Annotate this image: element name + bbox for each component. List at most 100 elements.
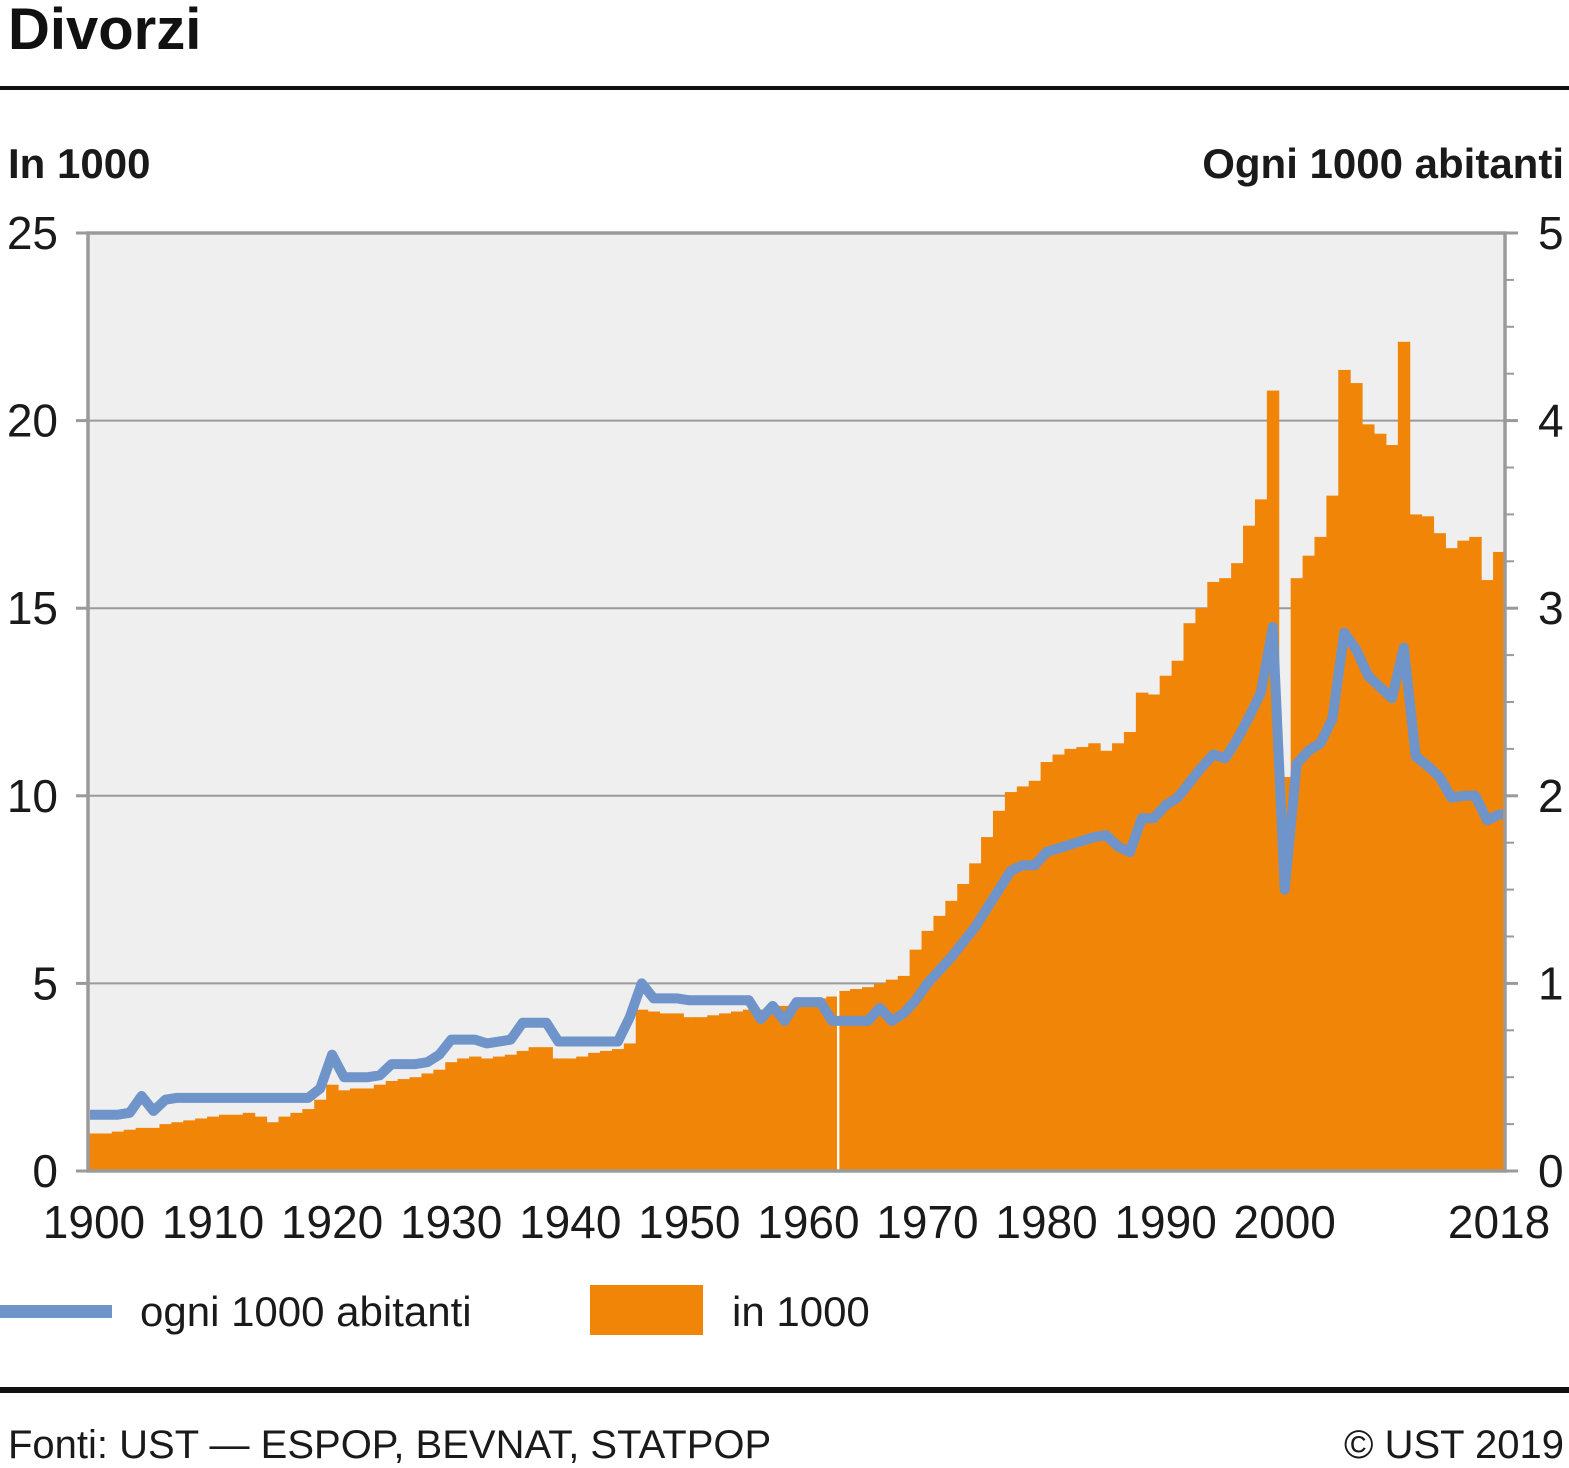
legend-line-swatch: [0, 1305, 112, 1318]
bar-year-1991: [1171, 660, 1184, 1171]
footer-rule: [0, 1387, 1569, 1393]
x-tick-label: 1930: [400, 1196, 502, 1248]
left-tick-label: 10: [7, 770, 58, 822]
bar-year-1962: [826, 996, 839, 1171]
bar-year-1973: [957, 883, 970, 1171]
bar-year-1935: [504, 1054, 518, 1171]
bar-year-1940: [564, 1058, 577, 1171]
bar-year-1902: [111, 1131, 125, 1171]
bar-year-2005: [1338, 369, 1351, 1171]
right-tick-label: 5: [1538, 207, 1564, 259]
bar-year-1980: [1040, 762, 1054, 1171]
bar-year-1910: [207, 1116, 220, 1171]
bar-year-1986: [1112, 743, 1125, 1171]
bar-year-1905: [147, 1127, 160, 1171]
rate-line: [88, 621, 1505, 1120]
right-tick-label: 3: [1538, 582, 1564, 634]
bar-year-1900: [88, 1133, 101, 1171]
bar-year-1960: [802, 998, 815, 1171]
bar-year-1942: [588, 1052, 601, 1171]
x-tick-label: 1950: [638, 1196, 740, 1248]
footer-copyright: © UST 2019: [1344, 1423, 1564, 1467]
bar-year-1988: [1135, 692, 1149, 1171]
bar-year-1999: [1266, 390, 1280, 1172]
bar-year-1904: [135, 1127, 149, 1171]
bar-year-1976: [992, 810, 1006, 1171]
bar-year-1978: [1016, 786, 1030, 1171]
bar-year-1946: [635, 1009, 649, 1171]
bar-year-2004: [1326, 495, 1339, 1171]
bar-year-1901: [99, 1133, 113, 1171]
bar-year-1923: [361, 1088, 375, 1171]
bar-year-1945: [623, 1043, 637, 1171]
bar-year-2017: [1481, 580, 1494, 1171]
bar-year-1907: [171, 1122, 184, 1171]
bar-year-1984: [1088, 743, 1101, 1171]
bar-year-1952: [707, 1015, 720, 1171]
bar-year-1919: [314, 1099, 327, 1171]
legend-label-count: in 1000: [732, 1288, 870, 1335]
x-tick-label: 1910: [162, 1196, 264, 1248]
left-axis-title: In 1000: [8, 140, 151, 187]
bar-year-2006: [1350, 383, 1363, 1172]
footer-source: Fonti: UST — ESPOP, BEVNAT, STATPOP: [8, 1423, 772, 1467]
bar-year-1909: [195, 1118, 208, 1171]
bar-year-1944: [611, 1049, 625, 1171]
bar-year-1966: [873, 983, 887, 1171]
bar-year-1915: [266, 1122, 280, 1171]
x-tick-label: 1980: [995, 1196, 1097, 1248]
bar-year-1974: [969, 863, 982, 1171]
x-tick-label: 1920: [281, 1196, 383, 1248]
bar-year-1957: [766, 1007, 780, 1171]
bar-year-1930: [445, 1062, 458, 1171]
right-tick-label: 0: [1538, 1145, 1564, 1197]
bar-year-1971: [933, 915, 946, 1171]
bar-year-1936: [516, 1050, 530, 1171]
bar-year-1963: [838, 990, 851, 1171]
bar-year-1941: [576, 1056, 589, 1171]
x-tick-label: 1940: [519, 1196, 621, 1248]
bar-year-1908: [183, 1120, 196, 1171]
bar-year-1927: [409, 1077, 422, 1171]
bar-year-1979: [1028, 780, 1042, 1171]
bar-year-1985: [1100, 750, 1113, 1171]
bar-year-2012: [1421, 516, 1435, 1171]
bar-year-2009: [1385, 444, 1399, 1171]
bar-year-1924: [373, 1084, 387, 1171]
bar-year-2007: [1362, 424, 1375, 1171]
legend-area-swatch: [590, 1285, 703, 1335]
bar-year-1921: [338, 1090, 351, 1171]
bar-year-1996: [1231, 563, 1244, 1171]
bar-year-1956: [754, 1009, 768, 1171]
bar-year-1989: [1147, 694, 1161, 1171]
bar-year-1906: [159, 1124, 172, 1171]
bar-year-1959: [790, 1005, 803, 1171]
bar-year-1933: [480, 1058, 494, 1171]
bar-year-1916: [278, 1116, 291, 1171]
bar-year-1987: [1123, 732, 1137, 1171]
bar-year-2015: [1457, 540, 1470, 1171]
bar-year-1931: [457, 1058, 470, 1171]
bar-year-2003: [1314, 536, 1327, 1171]
bar-year-1967: [885, 979, 899, 1171]
right-axis-title: Ogni 1000 abitanti: [1202, 140, 1564, 187]
bar-year-1934: [492, 1056, 506, 1171]
bar-year-1951: [695, 1017, 708, 1171]
bar-year-1958: [778, 1005, 792, 1171]
bar-year-1970: [921, 930, 934, 1171]
right-tick-label: 2: [1538, 770, 1564, 822]
bar-year-1918: [302, 1109, 315, 1171]
left-tick-label: 15: [7, 582, 58, 634]
bar-year-2008: [1374, 433, 1387, 1171]
left-tick-label: 0: [32, 1145, 58, 1197]
bar-year-1977: [1004, 792, 1018, 1171]
x-tick-label: 1990: [1114, 1196, 1216, 1248]
bar-year-2001: [1290, 578, 1304, 1171]
right-tick-label: 4: [1538, 395, 1564, 447]
bar-year-2018: [1493, 551, 1505, 1171]
bar-year-1948: [659, 1013, 672, 1171]
bar-year-1932: [469, 1056, 482, 1171]
bar-year-1949: [671, 1013, 684, 1171]
right-tick-label: 1: [1538, 957, 1564, 1009]
